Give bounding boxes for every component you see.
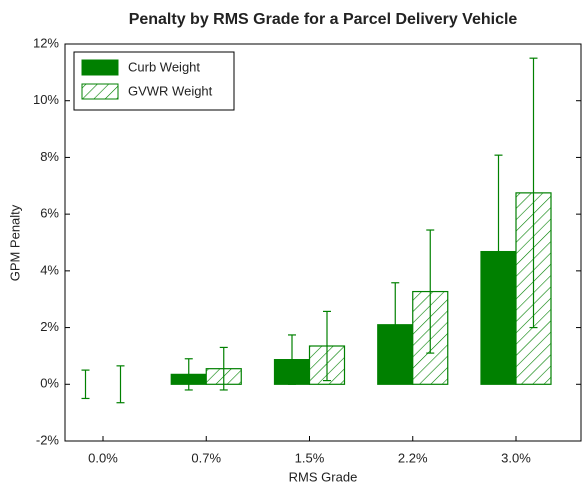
legend-label: Curb Weight	[128, 59, 200, 74]
chart-title: Penalty by RMS Grade for a Parcel Delive…	[129, 11, 518, 28]
y-axis-label: GPM Penalty	[7, 204, 22, 281]
x-tick-label: 3.0%	[501, 450, 531, 465]
y-tick-label: 4%	[40, 262, 59, 277]
legend-swatch	[81, 83, 119, 100]
y-tick-label: 12%	[33, 35, 59, 50]
y-tick-label: 8%	[40, 149, 59, 164]
legend: Curb Weight GVWR Weight	[73, 51, 235, 111]
y-tick-label: 6%	[40, 206, 59, 221]
plot-frame	[64, 43, 582, 442]
legend-swatch	[81, 59, 119, 76]
x-axis-label: RMS Grade	[289, 469, 358, 484]
x-tick-label: 0.7%	[191, 450, 221, 465]
x-tick-label: 2.2%	[398, 450, 428, 465]
y-tick-label: 0%	[40, 376, 59, 391]
y-tick-label: 2%	[40, 319, 59, 334]
y-tick-label: 10%	[33, 92, 59, 107]
x-tick-label: 0.0%	[88, 450, 118, 465]
x-tick-label: 1.5%	[295, 450, 325, 465]
y-tick-label: -2%	[36, 432, 60, 447]
legend-label: GVWR Weight	[128, 83, 213, 98]
